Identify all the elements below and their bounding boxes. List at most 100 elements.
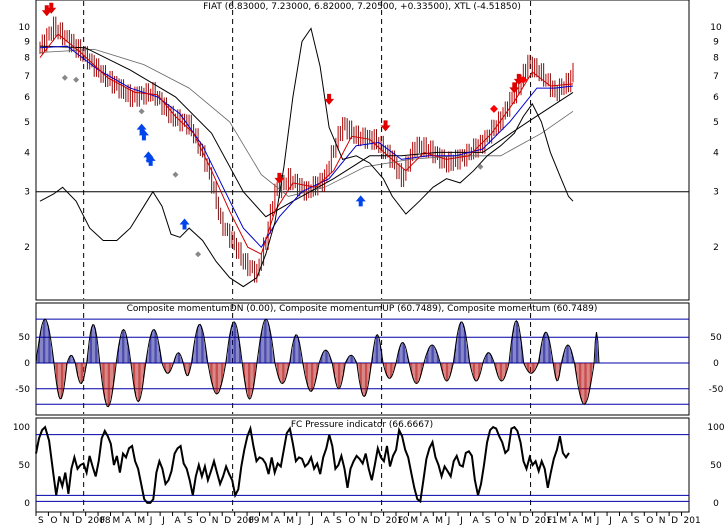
price-y-tick-left: 7 — [24, 72, 30, 82]
time-axis-label: A — [125, 516, 132, 526]
time-axis-label: F — [547, 516, 552, 526]
pressure-y-tick-right: 0 — [713, 499, 719, 509]
momentum-y-tick-left: 0 — [24, 359, 30, 369]
momentum-panel-frame — [35, 302, 690, 416]
buy-arrow-icon — [179, 218, 190, 230]
time-axis-label: 201 — [684, 516, 701, 526]
momentum-levels — [36, 318, 689, 405]
price-y-tick-right: 2 — [713, 243, 719, 253]
momentum-chart-title: Composite momentumDN (0.00), Composite m… — [127, 304, 598, 314]
time-axis-label: A — [324, 516, 331, 526]
time-axis-label: S — [38, 516, 44, 526]
diamond-down-icon — [61, 74, 68, 81]
time-axis-label: 2009 — [237, 516, 260, 526]
pressure-y-tick-right: 100 — [707, 423, 724, 433]
time-axis-label: D — [671, 516, 678, 526]
time-axis-label: A — [274, 516, 281, 526]
time-axis-label: M — [112, 516, 120, 526]
price-y-tick-right: 5 — [713, 118, 719, 128]
time-axis-label: N — [659, 516, 666, 526]
price-chart-title: FIAT (6.83000, 7.23000, 6.82000, 7.20500… — [203, 2, 521, 12]
price-y-tick-left: 6 — [24, 93, 30, 103]
time-axis-label: O — [50, 516, 57, 526]
sell-arrow-icon — [46, 2, 57, 14]
diamond-down-icon — [138, 108, 145, 115]
pressure-y-tick-right: 50 — [710, 461, 722, 471]
time-axis-label: O — [646, 516, 653, 526]
time-axis-label: F — [100, 516, 105, 526]
price-y-tick-right: 6 — [713, 93, 719, 103]
time-axis-label: J — [149, 516, 153, 526]
time-axis-label: A — [621, 516, 628, 526]
pressure-y-tick-left: 50 — [19, 461, 31, 471]
sell-arrow-icon — [41, 5, 52, 17]
time-axis-label: A — [473, 516, 480, 526]
price-panel-frame — [35, 0, 690, 301]
price-y-tick-left: 2 — [24, 243, 30, 253]
time-axis-label: 2011 — [535, 516, 558, 526]
momentum-curve — [35, 318, 600, 408]
time-axis-label: M — [286, 516, 294, 526]
time-axis-label: A — [175, 516, 182, 526]
time-axis-label: 2008 — [88, 516, 111, 526]
diamond-up-icon — [519, 75, 528, 84]
momentum-y-tick-right: 50 — [710, 333, 722, 343]
momentum-y-tick-left: -50 — [15, 385, 30, 395]
momentum-y-axis: 50 50 0 0 -50 -50 — [15, 333, 723, 395]
pressure-y-tick-left: 0 — [24, 499, 30, 509]
time-axis-label: O — [348, 516, 355, 526]
time-axis-label: J — [161, 516, 165, 526]
pressure-chart-title: FC Pressure indicator (66.6667) — [291, 420, 433, 430]
time-axis-label: J — [608, 516, 612, 526]
price-y-tick-left: 4 — [24, 148, 30, 158]
price-y-tick-left: 5 — [24, 118, 30, 128]
price-y-tick-right: 10 — [710, 23, 722, 33]
price-ma-long-line — [39, 48, 574, 197]
time-axis-label: S — [336, 516, 342, 526]
buy-arrow-icon — [138, 129, 149, 141]
time-axis-label: N — [361, 516, 368, 526]
price-y-tick-left: 3 — [24, 188, 30, 198]
time-axis-label: M — [435, 516, 443, 526]
price-ma-fast-line — [39, 33, 574, 255]
time-axis-label: O — [199, 516, 206, 526]
time-axis-label: N — [510, 516, 517, 526]
time-axis-label: F — [249, 516, 254, 526]
time-axis-label: 2010 — [386, 516, 409, 526]
price-overlays — [39, 27, 574, 288]
price-y-tick-right: 7 — [713, 72, 719, 82]
price-y-tick-left: 9 — [24, 37, 30, 47]
time-axis-label: S — [634, 516, 640, 526]
time-axis-label: D — [522, 516, 529, 526]
price-y-tick-right: 3 — [713, 188, 719, 198]
time-axis-label: J — [447, 516, 451, 526]
momentum-panel: 50 50 0 0 -50 -50 Composite momentumDN (0.00)… — [15, 302, 724, 416]
price-y-tick-left: 10 — [19, 23, 31, 33]
time-axis-label: D — [224, 516, 231, 526]
diamond-down-icon — [73, 76, 80, 83]
time-axis-label: O — [497, 516, 504, 526]
price-y-tick-left: 8 — [24, 54, 30, 64]
time-axis-label: A — [572, 516, 579, 526]
pressure-panel: 100 100 50 50 0 0 FC Pressure indicator (66.6… — [13, 417, 725, 513]
time-axis-label: M — [559, 516, 567, 526]
time-axis-label: S — [187, 516, 193, 526]
time-axis-label: F — [398, 516, 403, 526]
price-y-axis: 10 10 9 9 8 8 7 7 6 6 5 5 4 4 3 3 2 2 — [19, 23, 722, 253]
time-axis-label: D — [373, 516, 380, 526]
sell-arrow-icon — [513, 73, 524, 85]
time-axis-label: J — [596, 516, 600, 526]
price-y-tick-right: 8 — [713, 54, 719, 64]
diamond-up-icon — [489, 104, 498, 113]
momentum-y-tick-left: 50 — [19, 333, 31, 343]
buy-arrow-icon — [143, 151, 154, 163]
buy-arrow-icon — [355, 195, 366, 207]
time-axis-label: N — [63, 516, 70, 526]
pressure-y-axis: 100 100 50 50 0 0 — [13, 423, 725, 509]
sell-arrow-icon — [380, 120, 391, 132]
sell-arrow-icon — [324, 93, 335, 105]
time-axis-label: N — [212, 516, 219, 526]
